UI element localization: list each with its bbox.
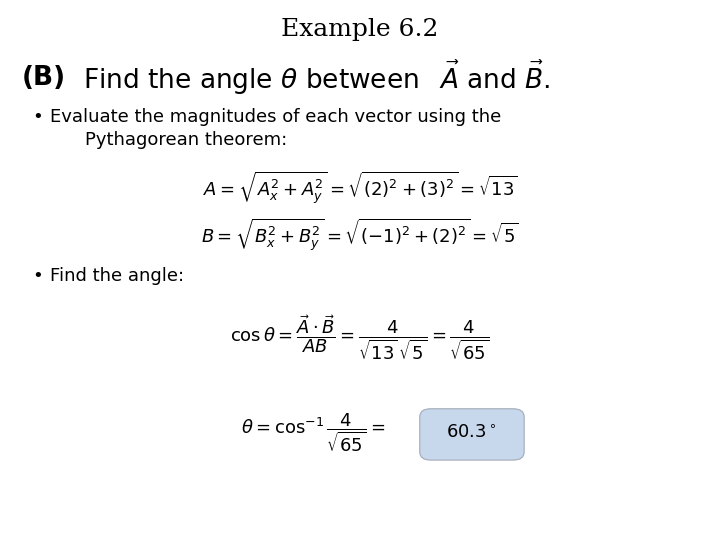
Text: $\cos\theta = \dfrac{\vec{A}\cdot\vec{B}}{AB} = \dfrac{4}{\sqrt{13}\,\sqrt{5}} =: $\cos\theta = \dfrac{\vec{A}\cdot\vec{B}…: [230, 313, 490, 362]
Text: Find the angle:: Find the angle:: [50, 267, 184, 286]
FancyBboxPatch shape: [420, 409, 524, 460]
Text: (B): (B): [22, 65, 66, 91]
Text: $A = \sqrt{A_x^2 + A_y^2} = \sqrt{(2)^2 + (3)^2} = \sqrt{13}$: $A = \sqrt{A_x^2 + A_y^2} = \sqrt{(2)^2 …: [202, 170, 518, 206]
Text: $\theta = \cos^{-1}\dfrac{4}{\sqrt{65}} =$: $\theta = \cos^{-1}\dfrac{4}{\sqrt{65}} …: [241, 411, 385, 455]
Text: Example 6.2: Example 6.2: [282, 18, 438, 41]
Text: •: •: [32, 267, 43, 286]
Text: Evaluate the magnitudes of each vector using the: Evaluate the magnitudes of each vector u…: [50, 108, 502, 126]
Text: $60.3^\circ$: $60.3^\circ$: [446, 424, 497, 442]
Text: $B = \sqrt{B_x^2 + B_y^2} = \sqrt{(-1)^2 + (2)^2} = \sqrt{5}$: $B = \sqrt{B_x^2 + B_y^2} = \sqrt{(-1)^2…: [201, 217, 519, 253]
Text: Pythagorean theorem:: Pythagorean theorem:: [85, 131, 287, 150]
Text: Find the angle $\theta$ between  $\,\vec{A}$ and $\vec{B}$.: Find the angle $\theta$ between $\,\vec{…: [83, 59, 550, 98]
Text: •: •: [32, 108, 43, 126]
